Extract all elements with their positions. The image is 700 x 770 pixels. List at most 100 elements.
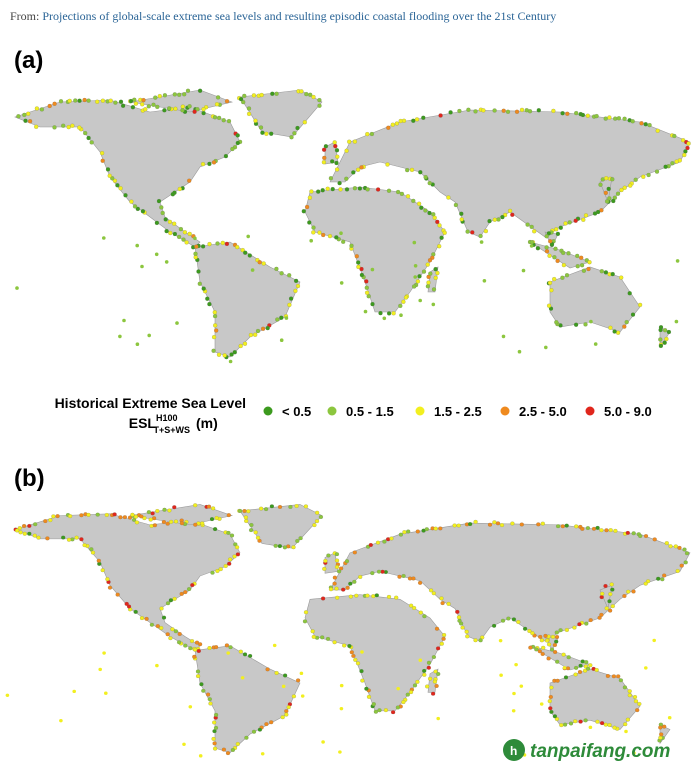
- coastal-point: [599, 269, 604, 274]
- coastal-point: [232, 554, 237, 559]
- island-point: [499, 673, 503, 677]
- coastal-point: [435, 219, 440, 224]
- header-link[interactable]: Projections of global-scale extreme sea …: [42, 9, 556, 23]
- coastal-point: [51, 514, 56, 519]
- coastal-point: [552, 714, 558, 719]
- coastal-point: [359, 165, 364, 170]
- coastal-point: [308, 92, 313, 97]
- coastal-point: [334, 558, 340, 563]
- coastal-point: [391, 311, 396, 316]
- island-point: [529, 244, 534, 248]
- coastal-point: [439, 596, 444, 601]
- coastal-point: [543, 633, 548, 638]
- coastal-point: [456, 523, 461, 528]
- coastal-point: [284, 712, 289, 717]
- coastal-point: [246, 106, 252, 111]
- coastal-point: [359, 272, 364, 278]
- island-point: [539, 702, 544, 706]
- coastal-point: [269, 504, 274, 509]
- coastal-point: [67, 98, 72, 103]
- island-point: [512, 691, 516, 696]
- island-point: [632, 751, 636, 755]
- coastal-point: [194, 244, 199, 249]
- coastal-point: [619, 187, 624, 193]
- coastal-point: [622, 324, 627, 329]
- coastal-point: [387, 311, 392, 316]
- coastal-point: [625, 530, 630, 535]
- coastal-point: [658, 337, 663, 342]
- coastal-point: [415, 529, 420, 534]
- coastal-point: [390, 122, 395, 127]
- coastal-point: [90, 550, 96, 555]
- coastal-point: [599, 595, 604, 600]
- coastal-point: [536, 522, 541, 527]
- coastal-point: [435, 270, 440, 276]
- coastal-point: [626, 589, 631, 594]
- coastal-point: [555, 524, 561, 529]
- coastal-point: [544, 245, 549, 250]
- coastal-point: [505, 109, 511, 114]
- coastal-point: [172, 231, 177, 237]
- coastal-point: [187, 178, 192, 183]
- coastal-point: [442, 633, 447, 637]
- coastal-point: [643, 122, 648, 127]
- coastal-point: [585, 666, 591, 671]
- legend-swatch: [263, 406, 273, 416]
- island-point: [102, 236, 106, 240]
- coastal-point: [325, 186, 330, 191]
- coastal-point: [483, 229, 488, 234]
- coastal-point: [332, 581, 337, 586]
- coastal-point: [675, 569, 680, 573]
- coastal-point: [177, 92, 182, 97]
- island-point: [135, 342, 140, 347]
- coastal-point: [427, 258, 433, 263]
- header-prefix: From:: [10, 9, 39, 23]
- coastal-point: [607, 723, 612, 727]
- coastal-point: [412, 683, 418, 688]
- island-point: [675, 259, 680, 263]
- coastal-point: [151, 102, 156, 107]
- coastal-point: [431, 287, 437, 292]
- island-point: [122, 318, 126, 323]
- coastal-point: [314, 519, 320, 524]
- island-point: [482, 279, 487, 283]
- coastal-point: [213, 314, 218, 319]
- coastal-point: [242, 509, 247, 513]
- coastal-point: [172, 505, 177, 510]
- coastal-point: [150, 511, 155, 516]
- coastal-point: [574, 111, 579, 116]
- coastal-point: [327, 234, 333, 239]
- coastal-point: [242, 652, 248, 657]
- coastal-point: [58, 99, 64, 104]
- coastal-point: [195, 107, 200, 112]
- coastal-point: [429, 588, 434, 593]
- island-point: [418, 298, 423, 303]
- coastal-point: [146, 510, 151, 515]
- island-point: [279, 338, 284, 343]
- coastal-point: [345, 585, 350, 590]
- coastal-point: [220, 240, 225, 245]
- coastal-point: [506, 616, 511, 621]
- coastal-point: [185, 88, 191, 93]
- coastal-point: [188, 646, 193, 651]
- coastal-point: [632, 695, 638, 699]
- coastal-point: [540, 521, 545, 526]
- coastal-point: [394, 121, 399, 126]
- coastal-point: [456, 615, 462, 620]
- coastal-point: [207, 302, 212, 307]
- coastal-point: [133, 514, 138, 519]
- coastal-point: [481, 108, 486, 113]
- coastal-point: [238, 508, 243, 513]
- coastal-point: [407, 576, 413, 581]
- coastal-point: [594, 668, 599, 672]
- coastal-point: [322, 155, 327, 161]
- coastal-point: [167, 106, 172, 111]
- coastal-point: [406, 529, 411, 534]
- coastal-point: [402, 530, 407, 535]
- legend-swatch: [500, 406, 510, 416]
- coastal-point: [357, 186, 362, 191]
- coastal-point: [139, 616, 145, 621]
- coastal-point: [96, 558, 101, 563]
- coastal-point: [433, 267, 438, 272]
